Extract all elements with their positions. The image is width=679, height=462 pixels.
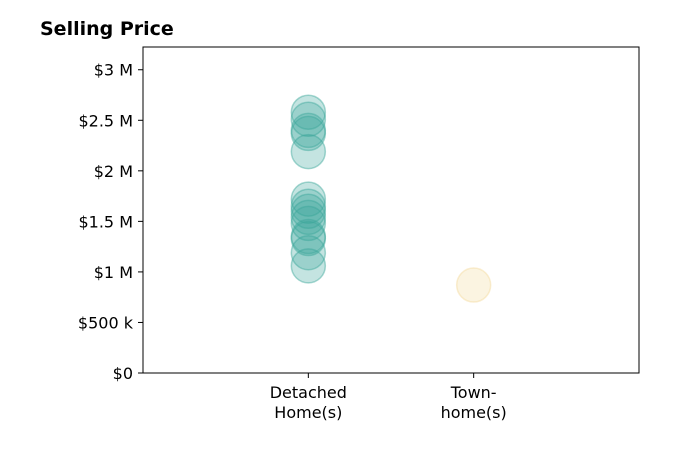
chart-title: Selling Price — [40, 18, 174, 40]
data-point — [290, 248, 327, 284]
plot-area-frame — [142, 46, 640, 374]
y-tick-label: $1.5 M — [78, 212, 133, 231]
y-tick-label: $500 k — [78, 313, 134, 332]
data-point — [290, 112, 327, 149]
data-point — [290, 205, 327, 242]
data-point — [290, 133, 327, 170]
data-point — [290, 218, 327, 255]
data-point — [290, 101, 327, 138]
y-axis: $0 $500 k $1 M $1.5 M $2 M $2.5 M $3 M — [78, 61, 143, 383]
x-tick-label: Detached — [270, 383, 347, 402]
y-tick-label: $2.5 M — [78, 111, 133, 130]
data-point — [290, 115, 327, 152]
x-tick-label: Town- — [450, 383, 497, 402]
y-tick-label: $0 — [113, 364, 133, 383]
y-tick-label: $2 M — [94, 162, 133, 181]
data-points — [290, 94, 492, 303]
data-point — [290, 181, 327, 217]
data-point — [455, 267, 492, 303]
data-point — [290, 193, 327, 230]
x-tick-label: Home(s) — [274, 403, 342, 422]
data-point — [290, 234, 327, 271]
data-point — [290, 188, 327, 224]
y-tick-label: $1 M — [94, 263, 133, 282]
data-point — [290, 94, 327, 130]
y-tick-label: $3 M — [94, 61, 133, 80]
data-point — [290, 199, 327, 236]
x-tick-label: home(s) — [441, 403, 507, 422]
data-point — [290, 220, 327, 257]
